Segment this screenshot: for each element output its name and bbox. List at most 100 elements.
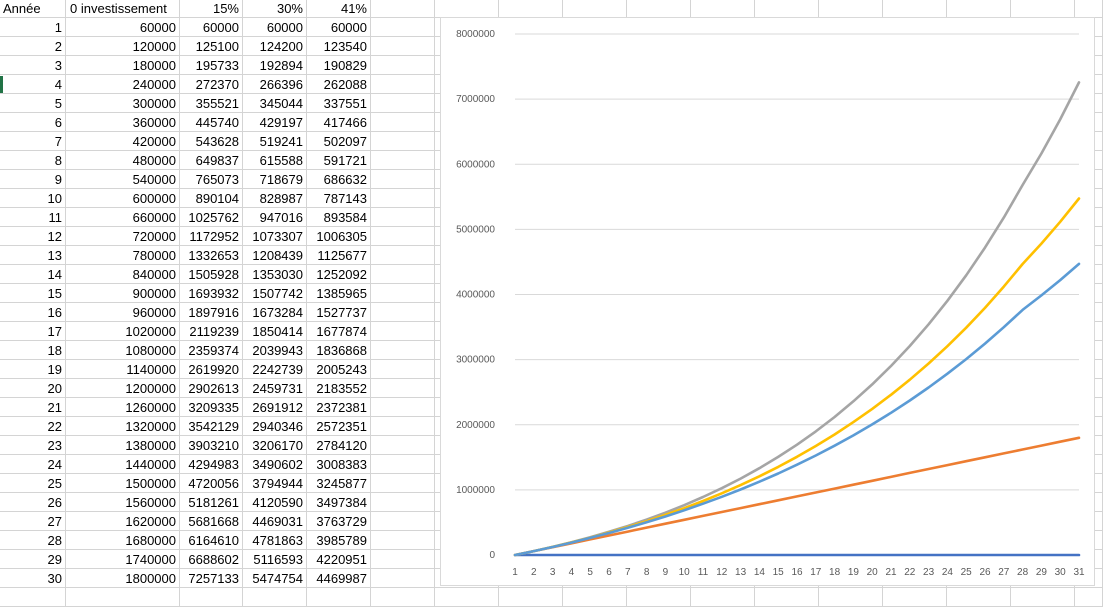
cell-rate-30[interactable]: 345044 bbox=[243, 94, 307, 113]
cell-rate-30[interactable]: 947016 bbox=[243, 208, 307, 227]
cell-rate-30[interactable]: 4120590 bbox=[243, 493, 307, 512]
empty-cell[interactable] bbox=[499, 0, 563, 18]
cell-no-invest[interactable]: 600000 bbox=[66, 189, 180, 208]
header-cell-rate-15[interactable]: 15% bbox=[180, 0, 243, 18]
cell-rate-30[interactable]: 124200 bbox=[243, 37, 307, 56]
cell-rate-41[interactable]: 1836868 bbox=[307, 341, 371, 360]
cell-rate-41[interactable]: 2372381 bbox=[307, 398, 371, 417]
cell-year[interactable]: 3 bbox=[0, 56, 66, 75]
cell-rate-41[interactable]: 3497384 bbox=[307, 493, 371, 512]
cell-rate-30[interactable]: 429197 bbox=[243, 113, 307, 132]
cell-year[interactable]: 27 bbox=[0, 512, 66, 531]
cell-year[interactable]: 28 bbox=[0, 531, 66, 550]
cell-rate-15[interactable]: 1897916 bbox=[180, 303, 243, 322]
cell-rate-15[interactable]: 765073 bbox=[180, 170, 243, 189]
cell-no-invest[interactable]: 720000 bbox=[66, 227, 180, 246]
empty-cell[interactable] bbox=[371, 56, 435, 75]
cell-rate-30[interactable]: 1353030 bbox=[243, 265, 307, 284]
cell-rate-41[interactable]: 4220951 bbox=[307, 550, 371, 569]
cell-rate-30[interactable]: 1208439 bbox=[243, 246, 307, 265]
empty-cell[interactable] bbox=[371, 151, 435, 170]
cell-rate-41[interactable]: 2784120 bbox=[307, 436, 371, 455]
cell-rate-30[interactable]: 266396 bbox=[243, 75, 307, 94]
cell-no-invest[interactable]: 1020000 bbox=[66, 322, 180, 341]
cell-rate-15[interactable]: 3903210 bbox=[180, 436, 243, 455]
cell-rate-30[interactable]: 2940346 bbox=[243, 417, 307, 436]
empty-cell[interactable] bbox=[371, 246, 435, 265]
cell-rate-15[interactable]: 1332653 bbox=[180, 246, 243, 265]
cell-rate-15[interactable]: 890104 bbox=[180, 189, 243, 208]
empty-cell[interactable] bbox=[371, 569, 435, 588]
cell-rate-30[interactable]: 615588 bbox=[243, 151, 307, 170]
cell-no-invest[interactable]: 1080000 bbox=[66, 341, 180, 360]
cell-rate-41[interactable]: 3245877 bbox=[307, 474, 371, 493]
cell-no-invest[interactable]: 1800000 bbox=[66, 569, 180, 588]
cell-no-invest[interactable]: 840000 bbox=[66, 265, 180, 284]
cell-no-invest[interactable]: 1440000 bbox=[66, 455, 180, 474]
cell-rate-30[interactable]: 5474754 bbox=[243, 569, 307, 588]
cell-rate-41[interactable]: 591721 bbox=[307, 151, 371, 170]
cell-rate-15[interactable]: 7257133 bbox=[180, 569, 243, 588]
cell-no-invest[interactable]: 1380000 bbox=[66, 436, 180, 455]
cell-no-invest[interactable]: 240000 bbox=[66, 75, 180, 94]
cell-no-invest[interactable]: 300000 bbox=[66, 94, 180, 113]
empty-cell[interactable] bbox=[819, 0, 883, 18]
cell-no-invest[interactable]: 180000 bbox=[66, 56, 180, 75]
empty-cell[interactable] bbox=[371, 588, 435, 607]
empty-cell[interactable] bbox=[627, 588, 691, 607]
cell-year[interactable]: 1 bbox=[0, 18, 66, 37]
empty-cell[interactable] bbox=[371, 284, 435, 303]
empty-cell[interactable] bbox=[371, 322, 435, 341]
cell-no-invest[interactable]: 960000 bbox=[66, 303, 180, 322]
cell-year[interactable]: 6 bbox=[0, 113, 66, 132]
cell-rate-30[interactable]: 60000 bbox=[243, 18, 307, 37]
cell-no-invest[interactable]: 660000 bbox=[66, 208, 180, 227]
cell-year[interactable]: 26 bbox=[0, 493, 66, 512]
cell-rate-15[interactable]: 1693932 bbox=[180, 284, 243, 303]
empty-cell[interactable] bbox=[1075, 0, 1103, 18]
cell-no-invest[interactable]: 900000 bbox=[66, 284, 180, 303]
cell-rate-15[interactable]: 3209335 bbox=[180, 398, 243, 417]
empty-cell[interactable] bbox=[371, 75, 435, 94]
cell-rate-41[interactable]: 1006305 bbox=[307, 227, 371, 246]
cell-year[interactable]: 21 bbox=[0, 398, 66, 417]
empty-cell[interactable] bbox=[307, 588, 371, 607]
cell-rate-41[interactable]: 787143 bbox=[307, 189, 371, 208]
cell-rate-15[interactable]: 2902613 bbox=[180, 379, 243, 398]
cell-year[interactable]: 12 bbox=[0, 227, 66, 246]
cell-rate-15[interactable]: 543628 bbox=[180, 132, 243, 151]
header-cell-rate-41[interactable]: 41% bbox=[307, 0, 371, 18]
cell-rate-30[interactable]: 1073307 bbox=[243, 227, 307, 246]
empty-cell[interactable] bbox=[66, 588, 180, 607]
cell-year[interactable]: 7 bbox=[0, 132, 66, 151]
empty-cell[interactable] bbox=[371, 436, 435, 455]
empty-cell[interactable] bbox=[755, 588, 819, 607]
cell-rate-30[interactable]: 3794944 bbox=[243, 474, 307, 493]
empty-cell[interactable] bbox=[691, 588, 755, 607]
empty-cell[interactable] bbox=[371, 512, 435, 531]
empty-cell[interactable] bbox=[755, 0, 819, 18]
cell-rate-15[interactable]: 649837 bbox=[180, 151, 243, 170]
cell-rate-30[interactable]: 3490602 bbox=[243, 455, 307, 474]
cell-rate-15[interactable]: 60000 bbox=[180, 18, 243, 37]
empty-cell[interactable] bbox=[371, 531, 435, 550]
empty-cell[interactable] bbox=[371, 113, 435, 132]
cell-rate-15[interactable]: 4720056 bbox=[180, 474, 243, 493]
cell-no-invest[interactable]: 780000 bbox=[66, 246, 180, 265]
empty-cell[interactable] bbox=[371, 550, 435, 569]
empty-cell[interactable] bbox=[563, 588, 627, 607]
cell-rate-41[interactable]: 3763729 bbox=[307, 512, 371, 531]
empty-cell[interactable] bbox=[180, 588, 243, 607]
cell-no-invest[interactable]: 60000 bbox=[66, 18, 180, 37]
cell-rate-30[interactable]: 2691912 bbox=[243, 398, 307, 417]
empty-cell[interactable] bbox=[1075, 588, 1103, 607]
empty-cell[interactable] bbox=[819, 588, 883, 607]
cell-year[interactable]: 29 bbox=[0, 550, 66, 569]
empty-cell[interactable] bbox=[0, 588, 66, 607]
cell-year[interactable]: 22 bbox=[0, 417, 66, 436]
empty-cell[interactable] bbox=[1011, 588, 1075, 607]
cell-no-invest[interactable]: 480000 bbox=[66, 151, 180, 170]
empty-cell[interactable] bbox=[563, 0, 627, 18]
cell-rate-15[interactable]: 125100 bbox=[180, 37, 243, 56]
cell-rate-30[interactable]: 1850414 bbox=[243, 322, 307, 341]
